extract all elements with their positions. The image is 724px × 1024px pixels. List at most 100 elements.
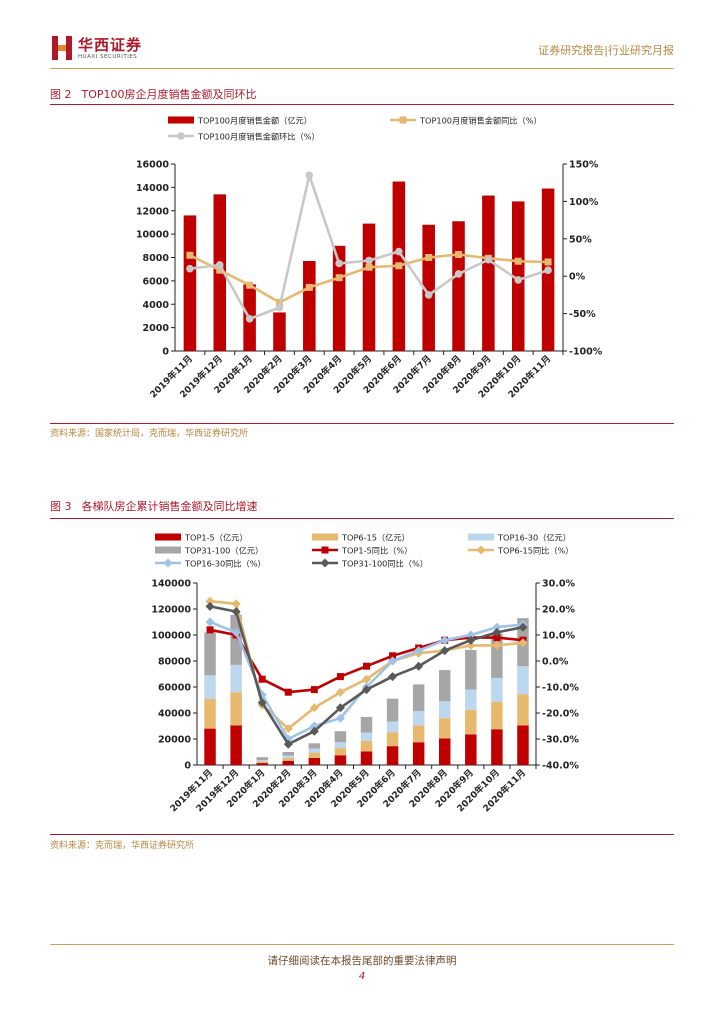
bar-top1-5 [360,751,373,765]
left-tick-label: 8000 [143,253,170,264]
bar-top1-5 [256,763,268,765]
bar-top1-5 [465,734,477,765]
bar-top1-5 [334,755,347,765]
left-tick-label: 20000 [158,735,191,746]
left-tick-label: 40000 [158,709,191,720]
bar-top16-30 [308,748,321,753]
point-top31-100 [492,627,502,637]
bar-top1-5 [282,760,295,765]
point-top100 [425,254,433,261]
legend-marker-top31-100 [320,558,330,568]
bar-top16-30 [204,675,216,699]
bar-top16-30 [491,677,503,702]
figure2-number: 图 2 [50,88,72,101]
bar-top100 [273,312,286,351]
point-top6-15 [362,674,371,684]
legend-marker-top100 [177,132,185,140]
bar-top31-100 [386,698,399,722]
figure3-caption: 各梯队房企累计销售金额及同比增速 [81,500,258,513]
logo-chinese-name: 华西证券 [78,36,143,54]
bar-top6-15 [204,698,216,729]
bar-top6-15 [438,718,451,739]
point-top100 [365,256,373,265]
legend-label-top100: TOP100月度销售金额（亿元） [197,116,312,126]
point-top1-5 [389,652,397,660]
figure2-title: 图 2 TOP100房企月度销售金额及同环比 [50,86,257,102]
bar-top6-15 [282,757,295,761]
header-divider [50,68,674,69]
point-top100 [395,247,403,256]
point-top16-30 [388,656,398,666]
right-tick-label: 0.0% [542,657,569,668]
legend-label-top1-5: TOP1-5（亿元） [184,533,248,543]
right-tick-label: -40.0% [542,761,579,772]
point-top100 [514,257,522,265]
point-top1-5 [493,634,501,642]
bar-top100 [452,221,465,351]
figure2-source: 资料来源：国家统计局，克而瑞，华西证券研究所 [50,429,249,439]
legend-marker-top16-30 [163,558,173,568]
bar-top16-30 [465,689,477,710]
right-tick-label: 50% [569,234,592,245]
point-top1-5 [363,662,370,670]
bar-top16-30 [517,666,529,695]
right-tick-label: -20.0% [542,709,579,720]
bar-top16-30 [256,760,268,762]
point-top100 [484,255,493,264]
right-tick-label: -30.0% [542,735,579,746]
bar-top16-30 [386,721,399,733]
bar-top6-15 [491,701,503,730]
point-top6-15 [518,638,528,648]
point-top16-30 [335,713,345,723]
point-top100 [186,251,194,259]
point-top6-15 [466,640,476,650]
left-tick-label: 16000 [136,160,169,171]
bar-top100 [303,261,316,351]
bar-top1-5 [517,725,529,765]
point-top100 [216,266,224,274]
right-tick-label: -10.0% [542,683,579,694]
legend-label-top16-30: TOP16-30同比（%） [184,559,266,569]
point-top100 [245,315,254,323]
point-top31-100 [362,685,371,695]
bar-top1-5 [438,738,451,765]
logo-english-name: HUAXI SECURITIES [78,54,138,60]
point-top16-30 [440,635,450,645]
legend-label-top6-15: TOP6-15（亿元） [341,533,410,543]
point-top100 [246,281,254,289]
legend-label-top1-5: TOP1-5同比（%） [341,546,412,556]
bar-top31-100 [360,716,373,733]
left-tick-label: 0 [162,347,169,358]
bar-top6-15 [386,732,399,747]
point-top16-30 [414,646,424,656]
point-top31-100 [335,703,345,713]
legend-label-top100: TOP100月度销售金额环比（%） [197,132,320,142]
point-top31-100 [309,726,319,736]
left-tick-label: 80000 [158,657,191,668]
right-tick-label: -100% [569,347,603,358]
point-top100 [455,251,463,259]
point-top6-15 [231,599,241,609]
legend-label-top16-30: TOP16-30（亿元） [497,533,571,543]
bar-top16-30 [282,755,295,758]
bar-top16-30 [412,711,425,726]
legend-marker-top1-5 [321,546,329,554]
bar-top16-30 [230,664,242,693]
point-top100 [544,258,552,266]
bar-top6-15 [517,694,529,726]
bar-top1-5 [386,746,399,765]
figure3-title: 图 3 各梯队房企累计销售金额及同比增速 [50,498,258,514]
bar-top100 [332,245,346,351]
point-top31-100 [414,661,424,671]
right-tick-label: 30.0% [542,579,575,590]
left-tick-label: 10000 [136,230,169,241]
bar-top1-5 [491,729,503,765]
point-top6-15 [283,724,293,734]
left-tick-label: 140000 [151,579,191,590]
point-top31-100 [440,646,450,656]
bar-top31-100 [282,752,295,756]
legend-swatch-top6-15 [312,533,338,541]
figure3-source: 资料来源：克而瑞，华西证券研究所 [50,841,195,851]
legend-label-top100: TOP100月度销售金额同比（%） [419,116,542,126]
bar-top6-15 [230,692,242,726]
